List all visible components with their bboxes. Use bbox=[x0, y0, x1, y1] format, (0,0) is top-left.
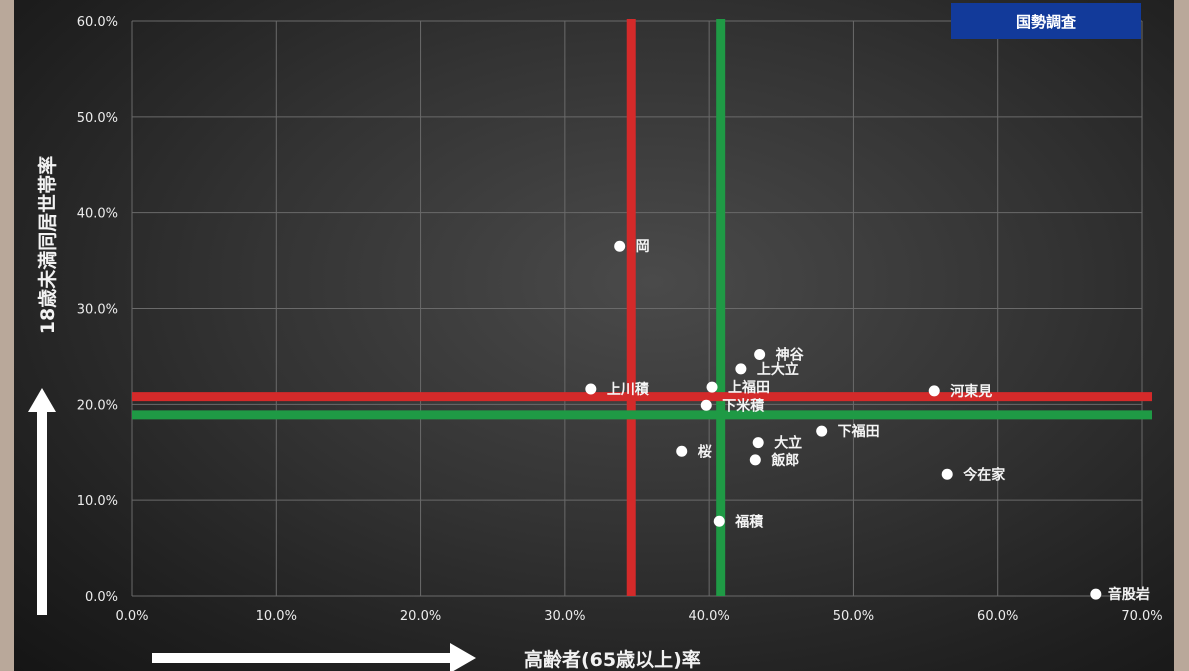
data-point-label: 音股岩 bbox=[1108, 586, 1150, 603]
x-axis-label: 高齢者(65歳以上)率 bbox=[524, 648, 701, 671]
data-point bbox=[676, 445, 688, 457]
data-point bbox=[713, 515, 725, 527]
data-point bbox=[752, 437, 764, 449]
data-point bbox=[735, 363, 747, 375]
x-tick-label: 20.0% bbox=[400, 609, 441, 624]
data-point-label: 下福田 bbox=[838, 423, 880, 440]
y-tick-label: 40.0% bbox=[77, 207, 118, 222]
data-point-label: 上福田 bbox=[728, 379, 770, 396]
data-point-label: 桜 bbox=[698, 443, 712, 460]
x-tick-label: 40.0% bbox=[688, 609, 729, 624]
x-tick-label: 30.0% bbox=[544, 609, 585, 624]
data-point-label: 飯郎 bbox=[770, 452, 799, 469]
survey-badge bbox=[951, 3, 1141, 39]
scatter-chart: 0.0% 10.0% 20.0% 30.0% 40.0% 50.0% 60.0% 70.0% 0… bbox=[28, 3, 1163, 671]
data-point bbox=[754, 349, 766, 360]
data-point-label: 上大立 bbox=[757, 361, 799, 378]
data-point bbox=[614, 240, 626, 252]
y-tick-label: 0.0% bbox=[85, 590, 118, 605]
data-point bbox=[706, 381, 718, 393]
y-tick-label: 20.0% bbox=[77, 398, 118, 413]
data-point bbox=[1090, 588, 1102, 600]
y-axis-label: 18歳未満同居世帯率 bbox=[36, 156, 59, 334]
y-tick-label: 30.0% bbox=[77, 303, 118, 318]
axis-tick-labels: 0.0% 10.0% 20.0% 30.0% 40.0% 50.0% 60.0% 70.0% 0… bbox=[77, 15, 1163, 624]
data-point bbox=[585, 383, 597, 395]
data-point-label: 今在家 bbox=[962, 466, 1006, 483]
chart-area: 0.0% 10.0% 20.0% 30.0% 40.0% 50.0% 60.0% 70.0% 0… bbox=[14, 0, 1174, 671]
y-tick-label: 50.0% bbox=[77, 111, 118, 126]
data-point-label: 下米積 bbox=[722, 397, 765, 414]
data-point-label: 河東見 bbox=[950, 383, 992, 400]
data-point bbox=[928, 385, 940, 397]
data-point bbox=[941, 468, 953, 480]
data-point-label: 上川積 bbox=[607, 381, 650, 398]
y-tick-label: 60.0% bbox=[77, 15, 118, 30]
data-point bbox=[749, 454, 761, 466]
survey-badge-text: 国勢調査 bbox=[1016, 13, 1077, 31]
data-point-label: 岡 bbox=[636, 239, 650, 255]
x-tick-label: 50.0% bbox=[833, 609, 874, 624]
x-axis-arrow bbox=[152, 643, 476, 671]
reference-lines bbox=[132, 19, 1152, 596]
x-tick-label: 70.0% bbox=[1121, 609, 1162, 624]
y-tick-label: 10.0% bbox=[77, 494, 118, 509]
data-point-label: 福積 bbox=[734, 513, 764, 530]
y-axis-arrow bbox=[28, 388, 56, 615]
data-point-label: 大立 bbox=[774, 435, 802, 452]
x-tick-label: 10.0% bbox=[256, 609, 297, 624]
x-tick-label: 60.0% bbox=[977, 609, 1018, 624]
grid-lines bbox=[131, 20, 1143, 597]
data-point bbox=[816, 425, 828, 437]
data-point-label: 神谷 bbox=[776, 347, 805, 364]
data-point bbox=[700, 399, 712, 411]
x-tick-label: 0.0% bbox=[115, 609, 148, 624]
